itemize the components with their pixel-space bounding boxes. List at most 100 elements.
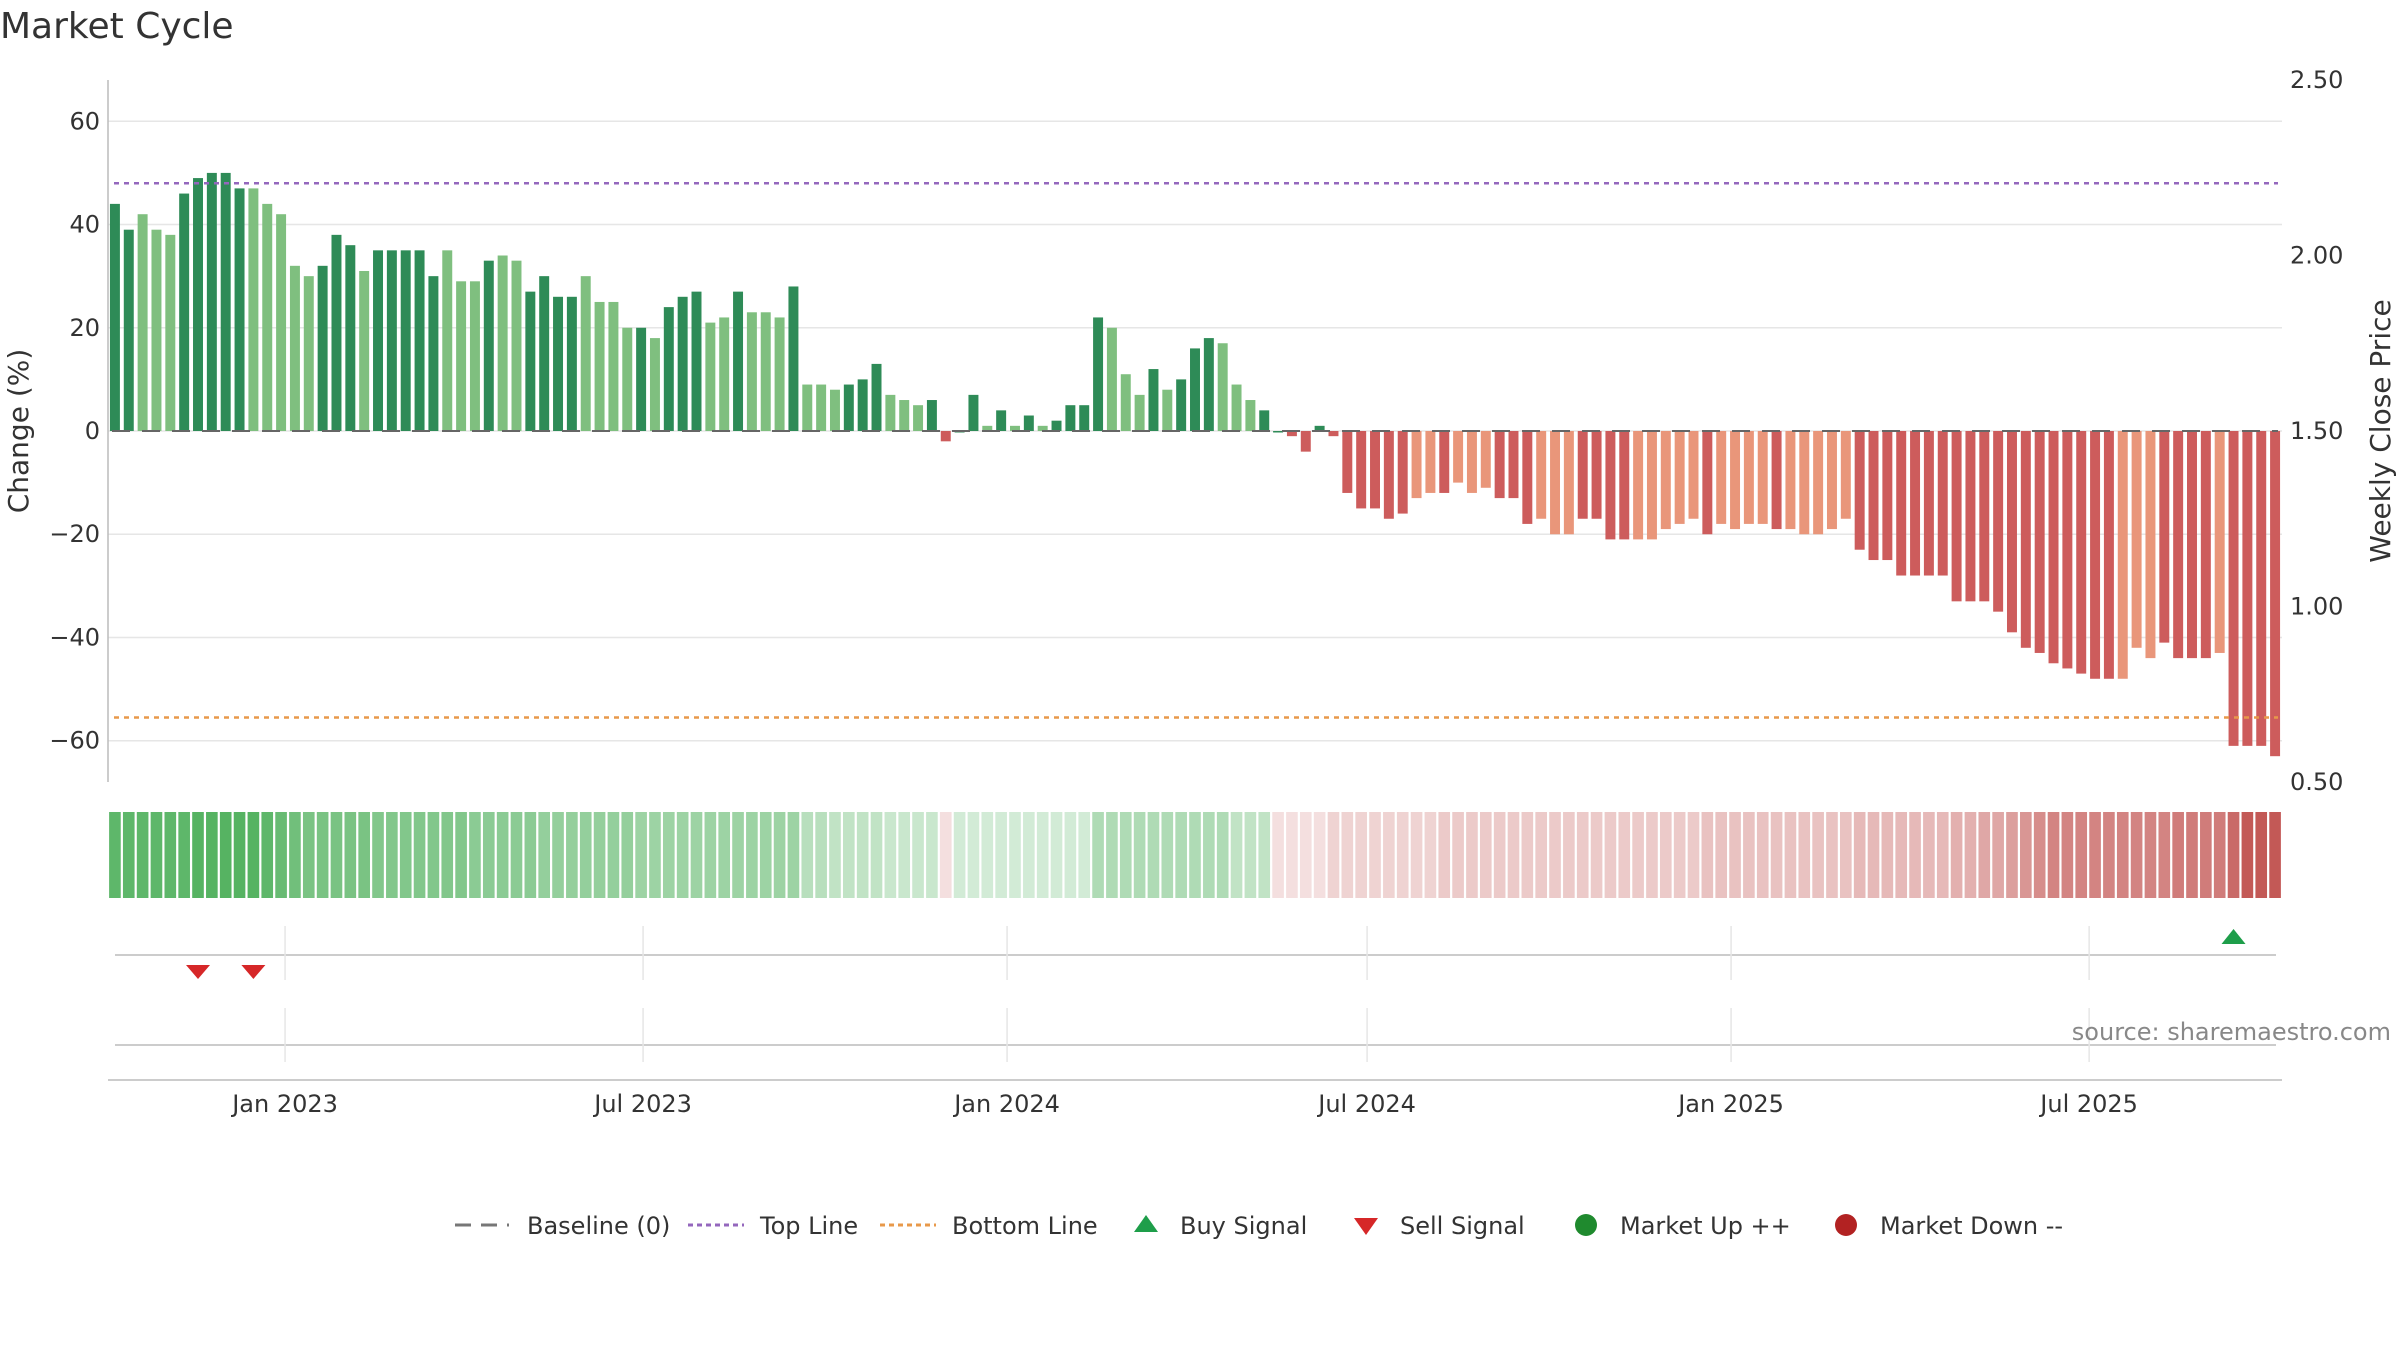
x-tick-label: Jan 2023	[230, 1090, 338, 1118]
bar	[1633, 431, 1644, 540]
heat-cell	[1050, 812, 1063, 898]
bar	[539, 276, 550, 431]
bar	[608, 301, 619, 431]
heat-cell	[1244, 812, 1257, 898]
bar	[345, 245, 356, 431]
bar	[1702, 431, 1713, 535]
y-axis-left-title: Change (%)	[2, 349, 35, 514]
heat-cell	[759, 812, 772, 898]
heat-cell	[482, 812, 495, 898]
heat-cell	[1839, 812, 1852, 898]
heat-cell	[2227, 812, 2240, 898]
bar	[1771, 431, 1782, 530]
bar	[483, 260, 494, 431]
heat-cell	[746, 812, 758, 898]
heat-cell	[1604, 812, 1617, 898]
legend-label: Sell Signal	[1400, 1212, 1525, 1240]
bar	[2256, 431, 2267, 746]
bar	[691, 291, 702, 431]
heat-cell	[275, 812, 287, 898]
bar	[1882, 431, 1893, 561]
heat-cell	[1272, 812, 1284, 898]
bar	[2062, 431, 2073, 669]
bar	[705, 322, 716, 431]
bar	[580, 276, 591, 431]
heat-cell	[1535, 812, 1547, 898]
heat-cell	[1853, 812, 1866, 898]
bar	[317, 265, 328, 431]
heat-cell	[524, 812, 537, 898]
heat-cell	[1286, 812, 1298, 898]
bar	[289, 265, 300, 431]
bar	[1079, 405, 1090, 431]
heat-cell	[856, 812, 869, 898]
heat-cell	[843, 812, 855, 898]
y-axis-left: 60 40 20 0 −20 −40 −60 Change (%)	[2, 80, 109, 782]
y-axis-right-title: Weekly Close Price	[2364, 299, 2397, 562]
heat-cell	[1313, 812, 1326, 898]
legend-item-down: Market Down --	[1835, 1212, 2063, 1240]
bar	[1023, 415, 1034, 431]
triangle-up-icon	[1134, 1215, 1158, 1232]
heat-cell	[1092, 812, 1104, 898]
bar	[179, 193, 190, 431]
heat-cell	[2144, 812, 2157, 898]
bar	[746, 312, 757, 431]
bar	[456, 281, 467, 431]
triangle-down-icon	[1354, 1218, 1378, 1235]
x-tick-label: Jul 2025	[2038, 1090, 2138, 1118]
heat-cell	[178, 812, 190, 898]
heat-cell	[1452, 812, 1464, 898]
bar	[1965, 431, 1976, 602]
bar	[1286, 431, 1297, 437]
bar	[719, 317, 730, 431]
heat-cell	[1743, 812, 1755, 898]
bar	[1370, 431, 1380, 509]
y-right-tick-label: 2.00	[2290, 242, 2343, 270]
heat-cell	[510, 812, 523, 898]
bar	[1439, 431, 1450, 493]
heat-cell	[1701, 812, 1714, 898]
heat-cell	[2020, 812, 2032, 898]
heat-cell	[1576, 812, 1589, 898]
heat-cell	[1396, 812, 1409, 898]
heat-cell	[1133, 812, 1146, 898]
y-right-tick-label: 2.50	[2290, 66, 2343, 94]
heat-cell	[1438, 812, 1451, 898]
heat-cell	[1881, 812, 1894, 898]
heat-cell	[621, 812, 634, 898]
bar	[1397, 431, 1408, 514]
signal-panel	[115, 929, 2276, 979]
bar	[1591, 431, 1602, 519]
heat-cell	[496, 812, 509, 898]
bar	[816, 384, 827, 431]
heat-cell	[164, 812, 177, 898]
legend-label: Baseline (0)	[527, 1212, 670, 1240]
heat-cell	[1646, 812, 1658, 898]
heat-cell	[2103, 812, 2115, 898]
y-left-tick-label: 20	[69, 314, 100, 342]
bar	[1411, 431, 1422, 499]
bar	[400, 250, 411, 431]
heat-cell	[2269, 812, 2281, 898]
chart-title: Market Cycle	[0, 6, 234, 47]
heat-cell	[122, 812, 135, 898]
heat-cell	[1161, 812, 1174, 898]
bar	[649, 338, 660, 431]
bar	[525, 291, 536, 431]
bar	[788, 286, 799, 431]
bar	[2117, 431, 2128, 679]
bar	[2214, 431, 2225, 653]
bar	[2131, 431, 2142, 648]
bar	[1314, 425, 1325, 431]
y-right-tick-label: 0.50	[2290, 768, 2343, 796]
heat-cell	[427, 812, 440, 898]
x-tick-label: Jul 2023	[592, 1090, 692, 1118]
bar	[1162, 389, 1173, 431]
bar	[1356, 431, 1367, 509]
bar	[1646, 431, 1657, 540]
heat-cell	[635, 812, 647, 898]
bar	[1176, 379, 1187, 431]
heat-cell	[2158, 812, 2171, 898]
